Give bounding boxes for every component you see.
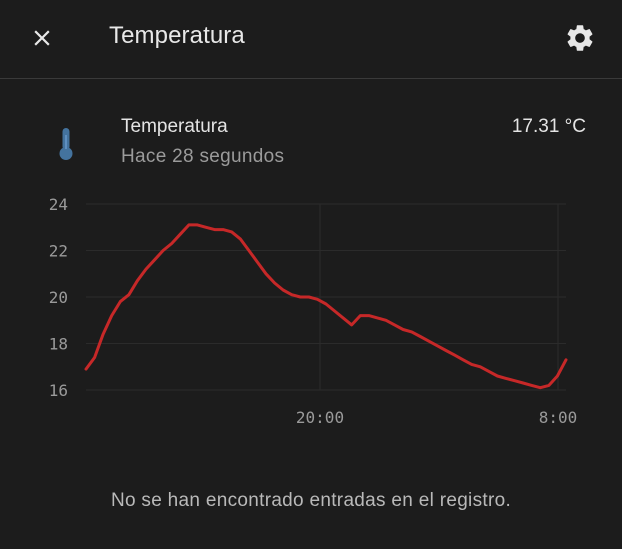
y-axis: 16 18 20 22 24 <box>49 195 68 400</box>
chart-grid <box>86 203 566 391</box>
settings-button[interactable] <box>560 18 600 58</box>
y-tick-label: 24 <box>49 195 68 214</box>
close-button[interactable] <box>22 18 62 58</box>
dialog-header: Temperatura <box>0 0 622 79</box>
history-chart[interactable]: 16 18 20 22 24 20:00 8:00 <box>0 190 622 435</box>
close-icon <box>34 30 50 46</box>
dialog-title: Temperatura <box>109 22 245 49</box>
y-tick-label: 22 <box>49 242 68 261</box>
history-chart-svg: 16 18 20 22 24 20:00 8:00 <box>49 195 578 427</box>
entity-name: Temperatura <box>121 116 228 137</box>
thermometer-icon <box>59 128 73 160</box>
x-axis: 20:00 8:00 <box>296 408 577 427</box>
y-tick-label: 20 <box>49 288 68 307</box>
x-tick-label: 8:00 <box>539 408 578 427</box>
y-tick-label: 16 <box>49 381 68 400</box>
entity-state: 17.31 °C <box>511 116 586 137</box>
gear-icon <box>567 25 593 51</box>
temperature-line <box>84 223 568 390</box>
logbook-empty-message: No se han encontrado entradas en el regi… <box>110 490 512 511</box>
x-tick-label: 20:00 <box>296 408 344 427</box>
entity-row: Temperatura Hace 28 segundos 17.31 °C <box>0 108 622 178</box>
y-tick-label: 18 <box>49 335 68 354</box>
last-changed: Hace 28 segundos <box>121 146 285 167</box>
